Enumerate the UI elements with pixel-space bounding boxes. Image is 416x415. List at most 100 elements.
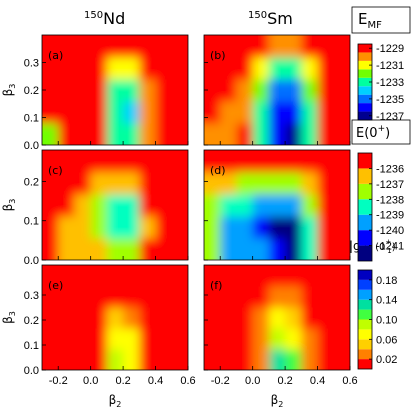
contour-cell — [106, 238, 124, 260]
contour-cell — [139, 172, 157, 195]
contour-cell — [285, 307, 302, 329]
contour-cell — [58, 216, 75, 239]
contour-cell — [74, 79, 92, 102]
contour-cell — [74, 265, 92, 287]
column-title: 150Sm — [248, 9, 293, 28]
contour-cell — [123, 150, 140, 173]
colorbar-frame — [357, 152, 373, 262]
y-tick-label: 0.3 — [24, 58, 39, 70]
contour-cell — [220, 35, 237, 58]
colorbar-band — [358, 309, 372, 320]
x-tick-label: 0.6 — [342, 375, 357, 387]
contour-cell — [58, 35, 75, 58]
contour-cell — [333, 194, 350, 217]
contour-cell — [204, 101, 221, 124]
contour-cell — [317, 123, 335, 145]
contour-cell — [285, 172, 302, 195]
contour-cell — [123, 238, 140, 260]
colorbar-band — [358, 69, 372, 78]
contour-cell — [74, 307, 92, 329]
contour-cell — [285, 35, 302, 58]
colorbar-band — [358, 52, 372, 61]
contour-cell — [301, 123, 319, 145]
contour-cell — [236, 238, 254, 260]
colorbar-tick-label: -1239 — [376, 210, 404, 222]
contour-cell — [74, 328, 92, 350]
contour-cell — [139, 57, 157, 80]
contour-cell — [333, 57, 350, 80]
contour-cell — [123, 35, 140, 58]
contour-cell — [317, 238, 335, 260]
contour-cell — [42, 101, 59, 124]
contour-cell — [58, 57, 75, 80]
plot-frame — [41, 149, 189, 261]
colorbar-tick-label: -1237 — [376, 111, 404, 123]
column-title: 150Nd — [84, 9, 125, 28]
colorbar-band — [358, 214, 372, 231]
y-tick-label: 0.1 — [24, 113, 39, 125]
colorbar-tick-label: 0.14 — [376, 295, 397, 307]
contour-cell — [204, 35, 221, 58]
contour-cell — [301, 286, 319, 308]
contour-cell — [90, 307, 108, 329]
contour-map — [204, 150, 350, 260]
contour-cell — [74, 57, 92, 80]
contour-cell — [42, 35, 59, 58]
panel-label: (d) — [210, 164, 226, 177]
contour-cell — [58, 79, 75, 102]
contour-fill — [42, 150, 188, 260]
contour-cell — [317, 57, 335, 80]
colorbar-band — [358, 44, 372, 53]
contour-cell — [220, 194, 237, 217]
contour-cell — [42, 123, 59, 145]
contour-map — [42, 265, 188, 370]
contour-cell — [58, 265, 75, 287]
colorbar-band — [358, 319, 372, 330]
contour-fill — [204, 265, 350, 370]
contour-cell — [58, 349, 75, 370]
contour-cell — [74, 172, 92, 195]
contour-cell — [123, 286, 140, 308]
contour-cell — [252, 101, 270, 124]
contour-cell — [42, 57, 59, 80]
contour-cell — [171, 150, 188, 173]
contour-cell — [333, 328, 350, 350]
contour-cell — [236, 172, 254, 195]
contour-cell — [252, 328, 270, 350]
contour-cell — [139, 123, 157, 145]
contour-cell — [204, 194, 221, 217]
contour-cell — [155, 123, 173, 145]
contour-cell — [155, 79, 173, 102]
contour-cell — [106, 216, 124, 239]
contour-cell — [171, 101, 188, 124]
contour-cell — [236, 216, 254, 239]
contour-cell — [90, 57, 108, 80]
contour-cell — [90, 150, 108, 173]
contour-map — [42, 150, 188, 260]
contour-cell — [268, 307, 286, 329]
plot-frame — [41, 264, 189, 371]
colorbar-band — [358, 183, 372, 200]
colorbar-tick-label: -1237 — [376, 179, 404, 191]
contour-cell — [301, 172, 319, 195]
contour-cell — [301, 328, 319, 350]
colorbar-band — [358, 270, 372, 280]
contour-cell — [268, 216, 286, 239]
contour-cell — [333, 79, 350, 102]
y-tick-label: 0.2 — [24, 176, 39, 188]
contour-cell — [171, 194, 188, 217]
colorbar-band — [358, 153, 372, 169]
contour-cell — [317, 286, 335, 308]
contour-map — [204, 265, 350, 370]
contour-cell — [204, 307, 221, 329]
contour-cell — [220, 265, 237, 287]
contour-cell — [139, 101, 157, 124]
contour-cell — [155, 328, 173, 350]
contour-cell — [139, 286, 157, 308]
contour-cell — [268, 35, 286, 58]
contour-cell — [90, 194, 108, 217]
contour-cell — [220, 307, 237, 329]
contour-cell — [42, 238, 59, 260]
contour-cell — [123, 307, 140, 329]
